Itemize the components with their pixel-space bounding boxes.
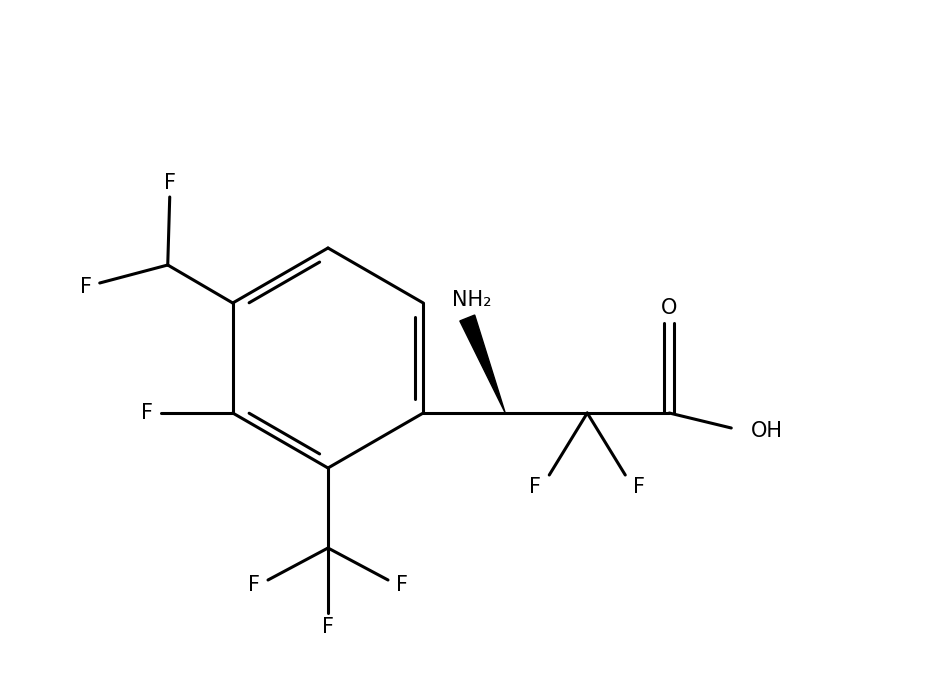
Text: OH: OH xyxy=(752,421,783,441)
Text: F: F xyxy=(322,617,334,637)
Text: F: F xyxy=(164,173,176,193)
Text: F: F xyxy=(529,477,542,497)
Text: F: F xyxy=(80,277,91,297)
Text: F: F xyxy=(633,477,645,497)
Text: F: F xyxy=(396,575,408,595)
Polygon shape xyxy=(460,315,505,413)
Text: F: F xyxy=(140,403,153,423)
Text: O: O xyxy=(661,298,677,318)
Text: F: F xyxy=(248,575,260,595)
Text: NH₂: NH₂ xyxy=(452,290,492,310)
